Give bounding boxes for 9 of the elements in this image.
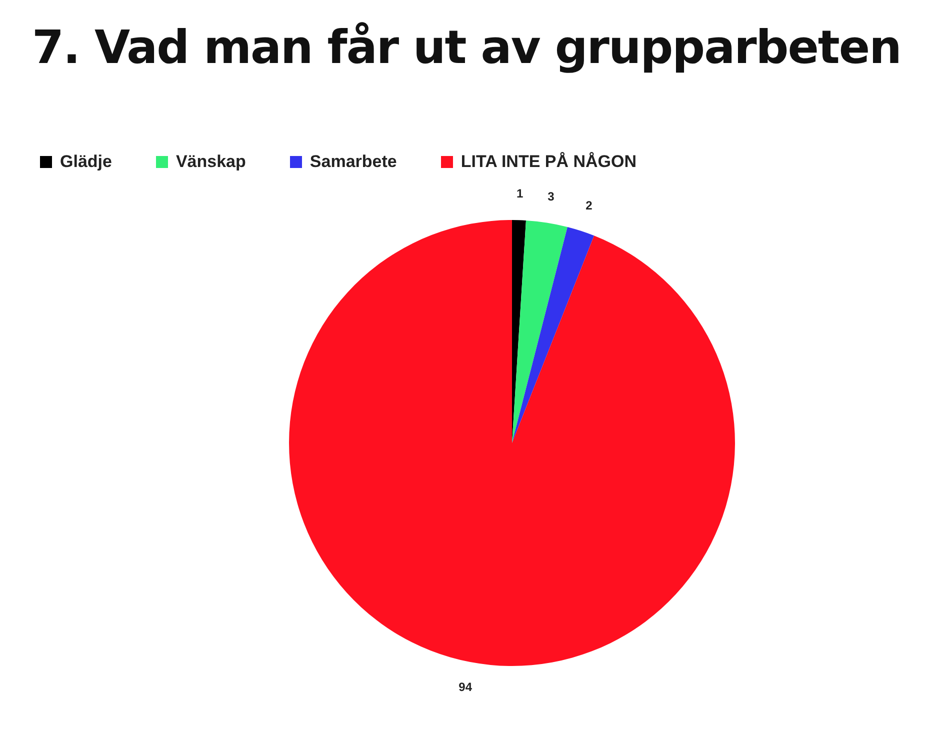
legend-label: Glädje <box>60 152 112 172</box>
data-label: 2 <box>586 198 593 212</box>
legend-label: Samarbete <box>310 152 397 172</box>
chart-title: 7. Vad man får ut av grupparbeten <box>32 20 901 74</box>
legend-label: Vänskap <box>176 152 246 172</box>
data-label: 3 <box>548 189 555 204</box>
legend-label: LITA INTE PÅ NÅGON <box>460 152 637 172</box>
data-label: 1 <box>516 186 524 200</box>
data-label: 94 <box>458 680 472 694</box>
